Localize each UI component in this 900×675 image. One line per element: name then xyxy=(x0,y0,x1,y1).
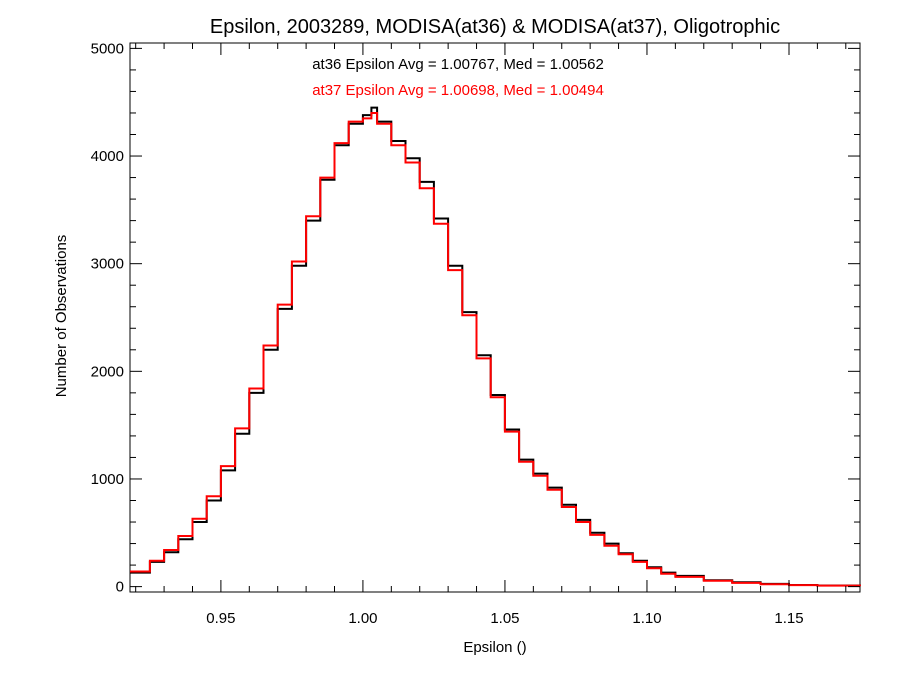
x-tick-label: 0.95 xyxy=(206,610,235,627)
y-tick-label: 5000 xyxy=(91,40,124,57)
x-tick-label: 1.05 xyxy=(490,610,519,627)
series-layer xyxy=(130,106,861,587)
y-tick-label: 1000 xyxy=(91,471,124,488)
chart-title: Epsilon, 2003289, MODISA(at36) & MODISA(… xyxy=(210,16,780,38)
annotation-layer: at36 Epsilon Avg = 1.00767, Med = 1.0056… xyxy=(312,56,604,99)
y-tick-label: 0 xyxy=(116,579,124,596)
y-axis-label: Number of Observations xyxy=(53,235,70,398)
y-tick-label: 2000 xyxy=(91,363,124,380)
y-tick-label: 4000 xyxy=(91,148,124,165)
axes-layer: 0.95 1.00 1.05 1.10 1.15 0 1000 2000 3000 4000 500… xyxy=(91,40,860,627)
plot-area xyxy=(129,42,861,593)
plot-frame xyxy=(129,42,861,593)
x-tick-label: 1.10 xyxy=(632,610,661,627)
series-line-1 xyxy=(130,106,861,587)
stats-annotation-1: at36 Epsilon Avg = 1.00767, Med = 1.0056… xyxy=(312,56,604,73)
stats-annotation-2: at37 Epsilon Avg = 1.00698, Med = 1.0049… xyxy=(312,82,604,99)
x-axis-label: Epsilon () xyxy=(463,639,526,656)
x-tick-label: 1.15 xyxy=(774,610,803,627)
series-line-2 xyxy=(130,112,861,587)
y-tick-label: 3000 xyxy=(91,256,124,273)
x-tick-label: 1.00 xyxy=(348,610,377,627)
